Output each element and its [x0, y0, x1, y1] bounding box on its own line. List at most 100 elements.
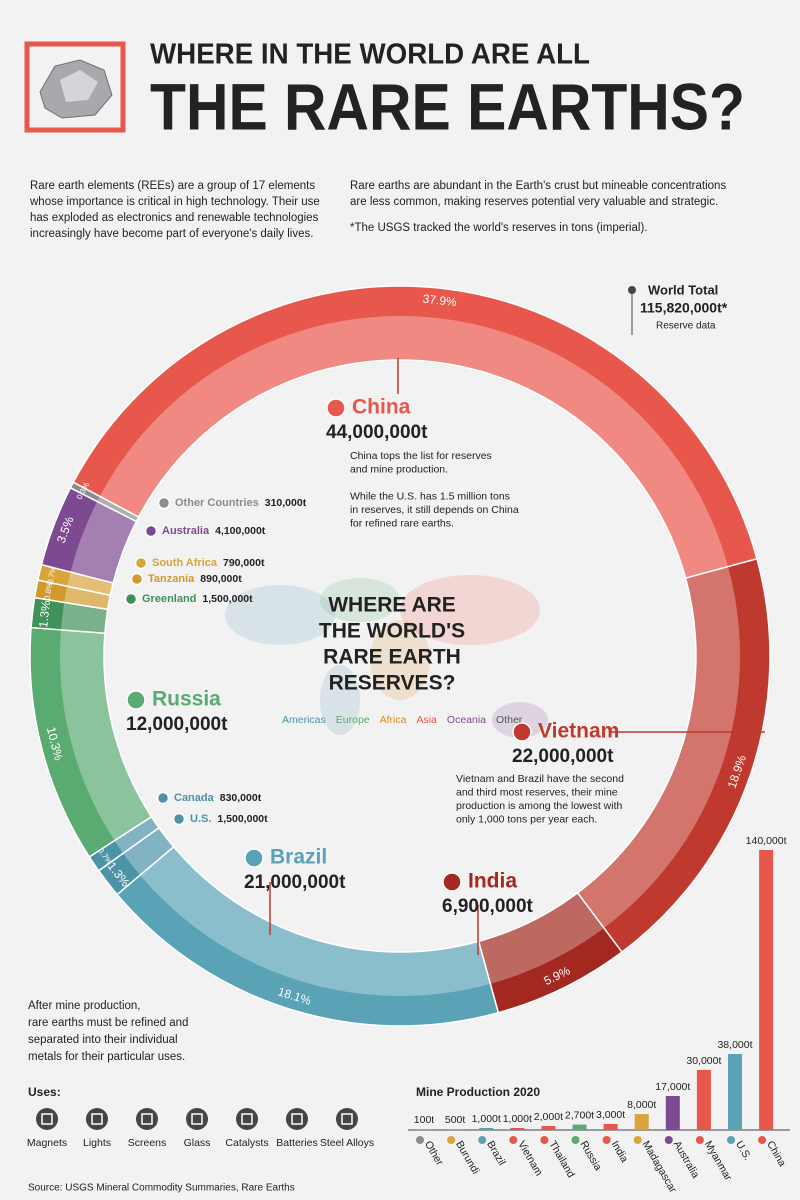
- use-label: Catalysts: [225, 1137, 269, 1149]
- share-label: 37.9%: [422, 292, 458, 310]
- bar-category: Russia: [577, 1139, 604, 1173]
- bar-category: Other: [422, 1139, 446, 1168]
- region-legend: Asia: [416, 714, 437, 726]
- value-label: 1,500,000t: [202, 593, 253, 605]
- note: and mine production.: [350, 463, 448, 475]
- flag: [571, 1136, 580, 1144]
- country-name: Tanzania: [148, 573, 195, 585]
- flag: [509, 1136, 518, 1144]
- value-label: 1,500,000t: [217, 813, 268, 825]
- value-label: 4,100,000t: [215, 525, 266, 537]
- flag: [157, 496, 171, 510]
- use-glyph: [191, 1113, 203, 1125]
- flag: [695, 1136, 704, 1144]
- value-label: 890,000t: [200, 573, 242, 585]
- value-label: 6,900,000t: [442, 896, 534, 917]
- use-icon: [286, 1108, 308, 1130]
- bar: [603, 1124, 618, 1130]
- intro-note: *The USGS tracked the world's reserves i…: [350, 222, 648, 234]
- use-glyph: [91, 1113, 103, 1125]
- flag: [442, 872, 462, 892]
- note: in reserves, it still depends on China: [350, 504, 519, 516]
- use-label: Lights: [82, 1137, 112, 1149]
- value-label: 310,000t: [265, 497, 307, 509]
- bar-value-label: 8,000t: [627, 1099, 656, 1111]
- bar-value-label: 100t: [414, 1114, 435, 1126]
- note: only 1,000 tons per year each.: [456, 813, 597, 825]
- center-title: RARE EARTH: [323, 646, 461, 669]
- bar-category: Vietnam: [515, 1139, 545, 1178]
- flag: [326, 398, 346, 418]
- country-name: Brazil: [270, 846, 327, 869]
- flag: [144, 524, 158, 538]
- total-note: Reserve data: [656, 321, 716, 332]
- use-label: Screens: [127, 1137, 167, 1149]
- flag: [664, 1136, 673, 1144]
- bar-value-label: 1,000t: [503, 1113, 532, 1125]
- flag: [758, 1136, 767, 1144]
- texture-overlay: [60, 316, 740, 996]
- flag: [447, 1136, 456, 1144]
- map-shape: [370, 620, 430, 700]
- country-name: South Africa: [152, 557, 218, 569]
- bar-category: India: [609, 1139, 631, 1165]
- bar-category: Myanmar: [702, 1139, 735, 1183]
- bar-value-label: 17,000t: [655, 1081, 690, 1093]
- bar: [572, 1124, 587, 1130]
- bar: [541, 1126, 556, 1130]
- bar-category: Brazil: [484, 1139, 508, 1168]
- use-label: Magnets: [26, 1137, 68, 1149]
- center-title: RESERVES?: [329, 672, 456, 695]
- bar-category: Australia: [671, 1139, 702, 1181]
- bar-category: Burundi: [453, 1139, 481, 1176]
- flag: [633, 1136, 642, 1144]
- country-name: Australia: [162, 525, 210, 537]
- use-icon: [336, 1108, 358, 1130]
- flag: [134, 556, 148, 570]
- value-label: 21,000,000t: [244, 872, 346, 893]
- header-frame: [24, 41, 126, 133]
- use-icon: [136, 1108, 158, 1130]
- note: for refined rare earths.: [350, 517, 454, 529]
- use-label: Batteries: [276, 1137, 318, 1149]
- center-title: THE WORLD'S: [319, 620, 465, 643]
- country-name: India: [468, 870, 517, 893]
- donut-segment: [72, 285, 758, 580]
- bar-value-label: 2,000t: [534, 1111, 563, 1123]
- map-shape: [320, 578, 400, 622]
- share-label: 0.7%: [45, 565, 58, 585]
- title-line: WHERE IN THE WORLD ARE ALL: [150, 39, 590, 71]
- use-icon: [236, 1108, 258, 1130]
- refine-text: separated into their individual: [28, 1034, 178, 1046]
- use-label: Steel Alloys: [319, 1137, 375, 1149]
- flag: [512, 722, 532, 742]
- flag: [130, 572, 144, 586]
- country-name: Vietnam: [538, 720, 619, 743]
- value-label: 790,000t: [223, 557, 265, 569]
- use-label: Glass: [183, 1137, 211, 1149]
- bar-title: Mine Production 2020: [416, 1085, 540, 1099]
- refine-text: rare earths must be refined and: [28, 1017, 188, 1029]
- title-main: THE RARE EARTHS?: [150, 69, 745, 143]
- region-legend: Other: [496, 714, 523, 726]
- intro-right: Rare earths are abundant in the Earth's …: [350, 180, 727, 208]
- flag: [602, 1136, 611, 1144]
- bar-category: China: [764, 1139, 788, 1169]
- use-icon: [86, 1108, 108, 1130]
- bar: [696, 1070, 711, 1130]
- note: While the U.S. has 1.5 million tons: [350, 490, 510, 502]
- bar-value-label: 1,000t: [472, 1113, 501, 1125]
- country-name: Russia: [152, 688, 221, 711]
- map-shape: [400, 575, 540, 645]
- flag: [172, 812, 186, 826]
- flag: [478, 1136, 487, 1144]
- note: China tops the list for reserves: [350, 450, 492, 462]
- flag: [156, 791, 170, 805]
- bar: [728, 1054, 742, 1130]
- region-legend: Europe: [336, 714, 370, 726]
- region-legend: Africa: [380, 714, 407, 726]
- map-shape: [320, 665, 360, 735]
- use-glyph: [141, 1113, 153, 1125]
- country-name: U.S.: [190, 813, 211, 825]
